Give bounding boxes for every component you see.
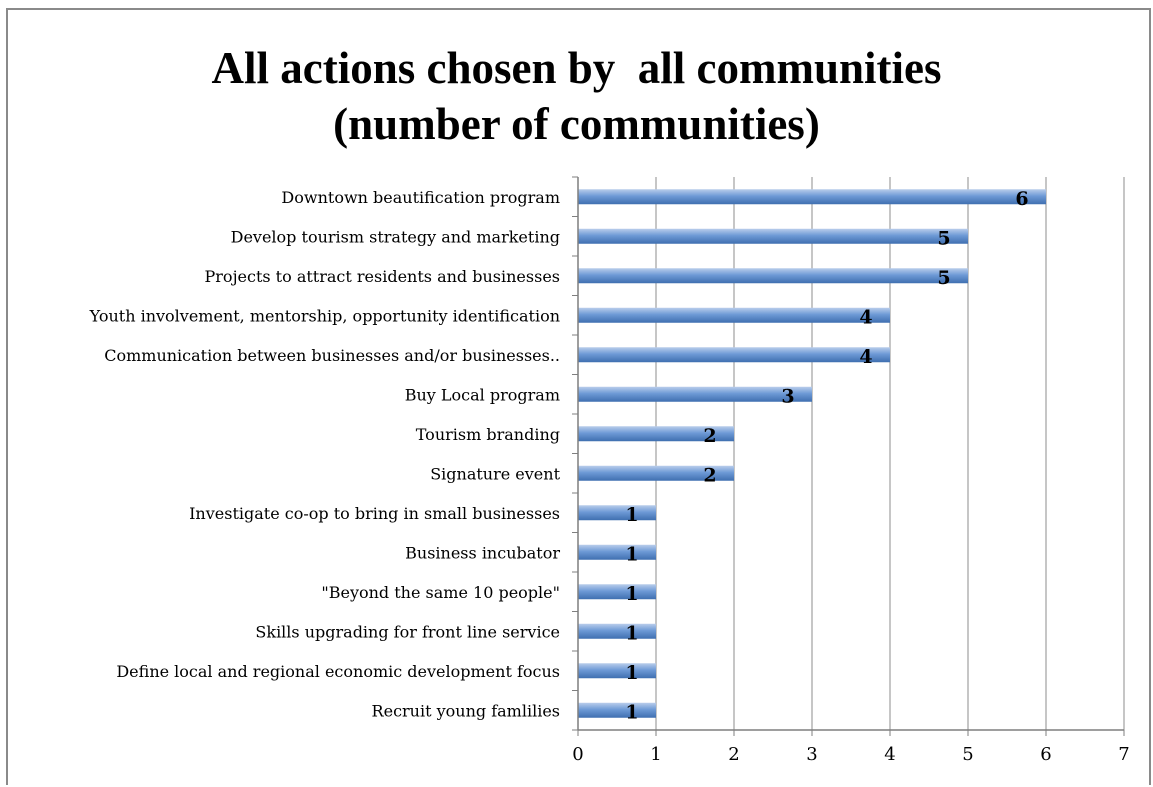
x-tick-label: 5 xyxy=(962,744,973,765)
category-label: Investigate co-op to bring in small busi… xyxy=(189,504,560,523)
bar xyxy=(578,426,734,442)
x-tick-label: 0 xyxy=(572,744,583,765)
bar xyxy=(578,623,656,639)
value-label: 6 xyxy=(1015,188,1028,210)
x-tick-label: 4 xyxy=(884,744,895,765)
bars xyxy=(578,189,1046,718)
bar xyxy=(578,189,1046,205)
value-label: 1 xyxy=(625,583,638,605)
category-label: Projects to attract residents and busine… xyxy=(205,267,560,286)
chart-title: All actions chosen by all communities (n… xyxy=(0,40,1153,152)
value-label: 1 xyxy=(625,504,638,526)
axes xyxy=(572,176,1125,736)
chart-title-line-1: All actions chosen by all communities xyxy=(211,43,942,93)
bar xyxy=(578,663,656,679)
category-label: Youth involvement, mentorship, opportuni… xyxy=(89,306,560,325)
value-label: 1 xyxy=(625,701,638,723)
chart-title-line-2: (number of communities) xyxy=(333,99,820,149)
category-label: Skills upgrading for front line service xyxy=(255,622,560,641)
bar xyxy=(578,544,656,560)
bar xyxy=(578,584,656,600)
x-tick-label: 2 xyxy=(728,744,739,765)
category-label: Tourism branding xyxy=(416,425,560,444)
bar xyxy=(578,347,890,363)
x-tick-label: 7 xyxy=(1118,744,1129,765)
value-label: 2 xyxy=(703,464,716,486)
value-label: 3 xyxy=(781,385,794,407)
bar xyxy=(578,307,890,323)
category-label: "Beyond the same 10 people" xyxy=(321,583,560,602)
labels: 0 1 2 3 4 5 6 7 Downtown beautification program 6… xyxy=(89,188,1130,765)
category-label: Communication between businesses and/or … xyxy=(104,346,560,365)
bar xyxy=(578,702,656,718)
value-label: 4 xyxy=(859,346,872,368)
category-label: Business incubator xyxy=(405,543,560,562)
value-label: 5 xyxy=(937,227,950,249)
category-label: Buy Local program xyxy=(405,385,560,404)
value-label: 1 xyxy=(625,622,638,644)
category-label: Downtown beautification program xyxy=(281,188,560,207)
value-label: 4 xyxy=(859,306,872,328)
category-label: Signature event xyxy=(430,464,560,483)
x-tick-label: 1 xyxy=(650,744,661,765)
value-label: 1 xyxy=(625,662,638,684)
category-label: Develop tourism strategy and marketing xyxy=(231,227,560,246)
bar xyxy=(578,386,812,402)
gridlines xyxy=(655,177,1125,730)
bar xyxy=(578,505,656,521)
bar xyxy=(578,228,968,244)
x-tick-label: 6 xyxy=(1040,744,1051,765)
value-label: 5 xyxy=(937,267,950,289)
value-label: 2 xyxy=(703,425,716,447)
value-label: 1 xyxy=(625,543,638,565)
bar xyxy=(578,465,734,481)
bar xyxy=(578,268,968,284)
category-label: Define local and regional economic devel… xyxy=(116,662,560,681)
category-label: Recruit young famlilies xyxy=(372,701,560,720)
x-tick-label: 3 xyxy=(806,744,817,765)
